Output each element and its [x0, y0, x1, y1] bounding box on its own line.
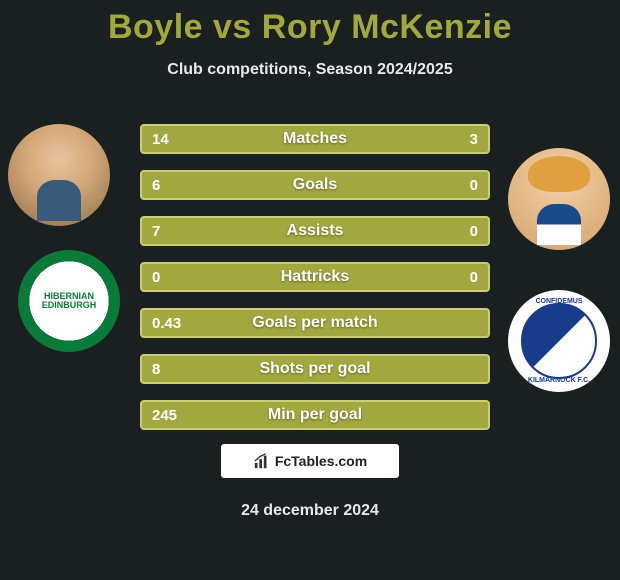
stat-label: Shots per goal — [142, 360, 488, 378]
kilmarnock-badge-icon: CONFIDEMUS KILMARNOCK F.C. — [508, 290, 610, 392]
club-left-text: HIBERNIAN EDINBURGH — [18, 292, 120, 310]
club-right-text-top: CONFIDEMUS — [508, 298, 610, 305]
club-left-badge: HIBERNIAN EDINBURGH — [18, 250, 120, 352]
page-subtitle: Club competitions, Season 2024/2025 — [0, 61, 620, 79]
chart-icon — [253, 452, 271, 470]
face-placeholder-icon — [8, 124, 110, 226]
page-title: Boyle vs Rory McKenzie — [0, 8, 620, 47]
stat-label: Goals per match — [142, 314, 488, 332]
site-logo: FcTables.com — [221, 444, 399, 478]
stat-bar: 245Min per goal — [140, 400, 490, 430]
stat-value-right: 3 — [470, 131, 478, 148]
stat-label: Assists — [142, 222, 488, 240]
stat-value-right: 0 — [470, 223, 478, 240]
stat-label: Matches — [142, 130, 488, 148]
club-right-text-bottom: KILMARNOCK F.C. — [508, 377, 610, 384]
stat-value-left: 245 — [152, 407, 177, 424]
stat-bar: 0Hattricks0 — [140, 262, 490, 292]
hibernian-badge-icon: HIBERNIAN EDINBURGH — [18, 250, 120, 352]
stat-value-left: 8 — [152, 361, 160, 378]
footer-date: 24 december 2024 — [0, 502, 620, 520]
stat-value-right: 0 — [470, 177, 478, 194]
stat-bar: 7Assists0 — [140, 216, 490, 246]
site-name: FcTables.com — [275, 453, 367, 469]
stat-value-left: 0.43 — [152, 315, 181, 332]
stat-value-left: 6 — [152, 177, 160, 194]
face-placeholder-icon — [508, 148, 610, 250]
stat-value-left: 14 — [152, 131, 169, 148]
stat-bar: 6Goals0 — [140, 170, 490, 200]
comparison-bars: 14Matches36Goals07Assists00Hattricks00.4… — [140, 124, 490, 446]
stat-value-right: 0 — [470, 269, 478, 286]
player-left-portrait — [8, 124, 110, 226]
stat-value-left: 7 — [152, 223, 160, 240]
stat-bar: 8Shots per goal — [140, 354, 490, 384]
stat-value-left: 0 — [152, 269, 160, 286]
stat-label: Hattricks — [142, 268, 488, 286]
stat-label: Goals — [142, 176, 488, 194]
player-right-portrait — [508, 148, 610, 250]
club-right-badge: CONFIDEMUS KILMARNOCK F.C. — [508, 290, 610, 392]
stat-label: Min per goal — [142, 406, 488, 424]
stat-bar: 0.43Goals per match — [140, 308, 490, 338]
stat-bar: 14Matches3 — [140, 124, 490, 154]
